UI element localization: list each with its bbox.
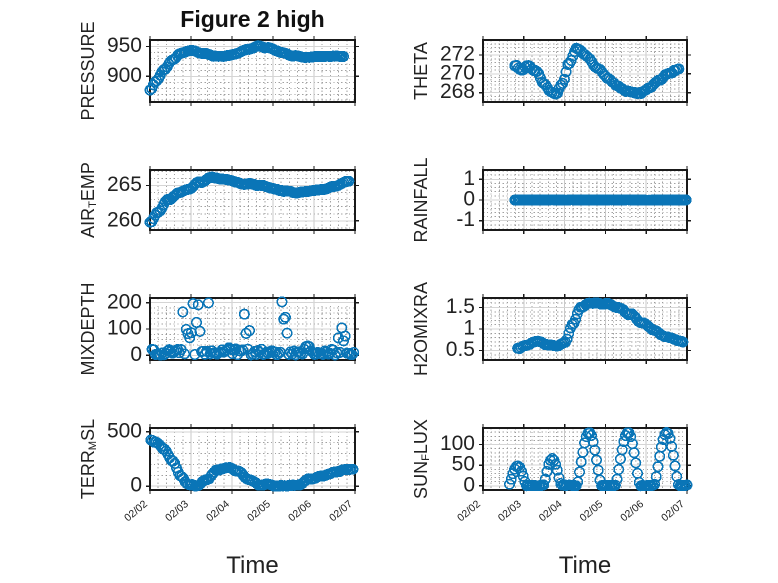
svg-text:500: 500 <box>107 419 142 442</box>
svg-text:100: 100 <box>107 317 142 340</box>
svg-text:0: 0 <box>463 188 475 211</box>
svg-text:0: 0 <box>463 473 475 496</box>
svg-text:H2OMIXRA: H2OMIXRA <box>411 282 431 376</box>
svg-text:TERRMSL: TERRMSL <box>78 419 99 499</box>
svg-text:100: 100 <box>440 432 475 455</box>
svg-text:1: 1 <box>463 167 475 190</box>
svg-text:900: 900 <box>107 64 142 87</box>
svg-text:50: 50 <box>452 453 475 476</box>
svg-text:0: 0 <box>130 474 142 497</box>
svg-text:200: 200 <box>107 290 142 313</box>
svg-text:1: 1 <box>463 317 475 340</box>
svg-text:THETA: THETA <box>411 42 431 100</box>
svg-text:Time: Time <box>559 552 611 579</box>
svg-text:-1: -1 <box>456 208 475 231</box>
svg-text:RAINFALL: RAINFALL <box>411 157 431 242</box>
svg-text:Time: Time <box>226 552 278 579</box>
svg-text:Figure 2 high: Figure 2 high <box>180 6 324 32</box>
svg-text:260: 260 <box>107 208 142 231</box>
svg-text:0.5: 0.5 <box>446 338 475 361</box>
svg-text:AIRTEMP: AIRTEMP <box>78 162 99 238</box>
svg-text:265: 265 <box>107 173 142 196</box>
svg-text:1.5: 1.5 <box>446 295 475 318</box>
svg-text:272: 272 <box>440 43 475 66</box>
svg-text:PRESSURE: PRESSURE <box>78 21 98 120</box>
svg-text:MIXDEPTH: MIXDEPTH <box>78 282 98 375</box>
svg-text:950: 950 <box>107 34 142 57</box>
svg-text:0: 0 <box>130 343 142 366</box>
